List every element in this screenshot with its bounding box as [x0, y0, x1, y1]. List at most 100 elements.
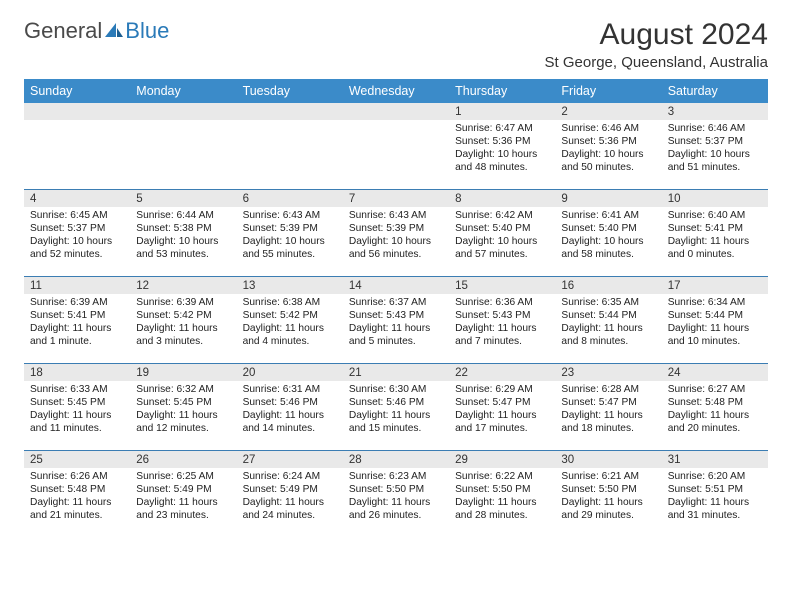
day-line: Daylight: 11 hours [455, 496, 549, 509]
day-line: Sunset: 5:42 PM [243, 309, 337, 322]
day-line: Sunset: 5:49 PM [136, 483, 230, 496]
day-number: 23 [555, 364, 661, 381]
day-line: and 4 minutes. [243, 335, 337, 348]
day-body: Sunrise: 6:32 AMSunset: 5:45 PMDaylight:… [130, 381, 236, 439]
day-cell: 14Sunrise: 6:37 AMSunset: 5:43 PMDayligh… [343, 277, 449, 363]
week-row: 1Sunrise: 6:47 AMSunset: 5:36 PMDaylight… [24, 103, 768, 189]
day-line: Daylight: 11 hours [668, 322, 762, 335]
day-cell: 16Sunrise: 6:35 AMSunset: 5:44 PMDayligh… [555, 277, 661, 363]
day-cell: 6Sunrise: 6:43 AMSunset: 5:39 PMDaylight… [237, 190, 343, 276]
day-line: Daylight: 10 hours [136, 235, 230, 248]
day-cell: 20Sunrise: 6:31 AMSunset: 5:46 PMDayligh… [237, 364, 343, 450]
day-line: Sunset: 5:46 PM [243, 396, 337, 409]
day-body: Sunrise: 6:46 AMSunset: 5:36 PMDaylight:… [555, 120, 661, 178]
day-line: Daylight: 11 hours [349, 496, 443, 509]
day-number: 28 [343, 451, 449, 468]
day-line: and 1 minute. [30, 335, 124, 348]
day-number: 14 [343, 277, 449, 294]
logo-text-1: General [24, 18, 102, 44]
day-line: Sunrise: 6:30 AM [349, 383, 443, 396]
day-line: and 24 minutes. [243, 509, 337, 522]
day-body: Sunrise: 6:26 AMSunset: 5:48 PMDaylight:… [24, 468, 130, 526]
month-title: August 2024 [545, 18, 768, 52]
day-line: Daylight: 10 hours [561, 148, 655, 161]
day-cell: 10Sunrise: 6:40 AMSunset: 5:41 PMDayligh… [662, 190, 768, 276]
title-block: August 2024 St George, Queensland, Austr… [545, 18, 768, 71]
day-line: Sunset: 5:42 PM [136, 309, 230, 322]
day-line: Sunset: 5:47 PM [455, 396, 549, 409]
dow-header: Sunday Monday Tuesday Wednesday Thursday… [24, 79, 768, 103]
day-cell: 29Sunrise: 6:22 AMSunset: 5:50 PMDayligh… [449, 451, 555, 537]
day-line: Daylight: 11 hours [136, 322, 230, 335]
day-line: Sunset: 5:49 PM [243, 483, 337, 496]
day-number: 22 [449, 364, 555, 381]
day-line: and 56 minutes. [349, 248, 443, 261]
dow-friday: Friday [555, 79, 661, 103]
day-cell: 24Sunrise: 6:27 AMSunset: 5:48 PMDayligh… [662, 364, 768, 450]
day-line: and 48 minutes. [455, 161, 549, 174]
day-line: Sunset: 5:39 PM [243, 222, 337, 235]
day-number: 7 [343, 190, 449, 207]
day-line: Sunrise: 6:25 AM [136, 470, 230, 483]
day-line: Daylight: 10 hours [668, 148, 762, 161]
day-line: Daylight: 11 hours [668, 235, 762, 248]
day-line: and 28 minutes. [455, 509, 549, 522]
day-body: Sunrise: 6:38 AMSunset: 5:42 PMDaylight:… [237, 294, 343, 352]
day-body: Sunrise: 6:35 AMSunset: 5:44 PMDaylight:… [555, 294, 661, 352]
day-line: Daylight: 11 hours [349, 322, 443, 335]
day-cell [343, 103, 449, 189]
day-line: Sunrise: 6:46 AM [668, 122, 762, 135]
day-body [24, 120, 130, 182]
day-number: 5 [130, 190, 236, 207]
day-number: 20 [237, 364, 343, 381]
day-line: Sunset: 5:50 PM [455, 483, 549, 496]
day-line: and 7 minutes. [455, 335, 549, 348]
day-line: Sunset: 5:36 PM [455, 135, 549, 148]
day-line: and 0 minutes. [668, 248, 762, 261]
dow-sunday: Sunday [24, 79, 130, 103]
day-body [343, 120, 449, 182]
day-line: and 52 minutes. [30, 248, 124, 261]
day-line: Sunrise: 6:24 AM [243, 470, 337, 483]
day-line: Sunrise: 6:38 AM [243, 296, 337, 309]
day-cell: 9Sunrise: 6:41 AMSunset: 5:40 PMDaylight… [555, 190, 661, 276]
day-cell: 22Sunrise: 6:29 AMSunset: 5:47 PMDayligh… [449, 364, 555, 450]
day-line: Sunrise: 6:20 AM [668, 470, 762, 483]
day-number [24, 103, 130, 120]
day-line: and 18 minutes. [561, 422, 655, 435]
dow-wednesday: Wednesday [343, 79, 449, 103]
day-line: Sunrise: 6:45 AM [30, 209, 124, 222]
day-line: Sunset: 5:40 PM [561, 222, 655, 235]
day-line: and 21 minutes. [30, 509, 124, 522]
day-line: Daylight: 10 hours [243, 235, 337, 248]
weeks-container: 1Sunrise: 6:47 AMSunset: 5:36 PMDaylight… [24, 103, 768, 537]
day-line: Daylight: 10 hours [561, 235, 655, 248]
day-line: Sunrise: 6:23 AM [349, 470, 443, 483]
day-line: and 5 minutes. [349, 335, 443, 348]
day-number: 8 [449, 190, 555, 207]
day-number: 29 [449, 451, 555, 468]
day-body: Sunrise: 6:39 AMSunset: 5:41 PMDaylight:… [24, 294, 130, 352]
day-number: 24 [662, 364, 768, 381]
day-body: Sunrise: 6:30 AMSunset: 5:46 PMDaylight:… [343, 381, 449, 439]
location: St George, Queensland, Australia [545, 54, 768, 71]
day-cell: 1Sunrise: 6:47 AMSunset: 5:36 PMDaylight… [449, 103, 555, 189]
day-line: Sunset: 5:36 PM [561, 135, 655, 148]
day-line: and 3 minutes. [136, 335, 230, 348]
day-cell [130, 103, 236, 189]
day-number: 3 [662, 103, 768, 120]
day-line: Sunrise: 6:32 AM [136, 383, 230, 396]
day-body: Sunrise: 6:42 AMSunset: 5:40 PMDaylight:… [449, 207, 555, 265]
day-line: Sunset: 5:51 PM [668, 483, 762, 496]
day-number: 18 [24, 364, 130, 381]
day-cell [24, 103, 130, 189]
day-line: Sunrise: 6:36 AM [455, 296, 549, 309]
day-line: Sunset: 5:39 PM [349, 222, 443, 235]
day-body: Sunrise: 6:45 AMSunset: 5:37 PMDaylight:… [24, 207, 130, 265]
day-line: Daylight: 10 hours [455, 148, 549, 161]
day-line: and 12 minutes. [136, 422, 230, 435]
day-line: Sunset: 5:45 PM [30, 396, 124, 409]
day-line: and 20 minutes. [668, 422, 762, 435]
day-cell: 23Sunrise: 6:28 AMSunset: 5:47 PMDayligh… [555, 364, 661, 450]
day-line: Daylight: 11 hours [349, 409, 443, 422]
